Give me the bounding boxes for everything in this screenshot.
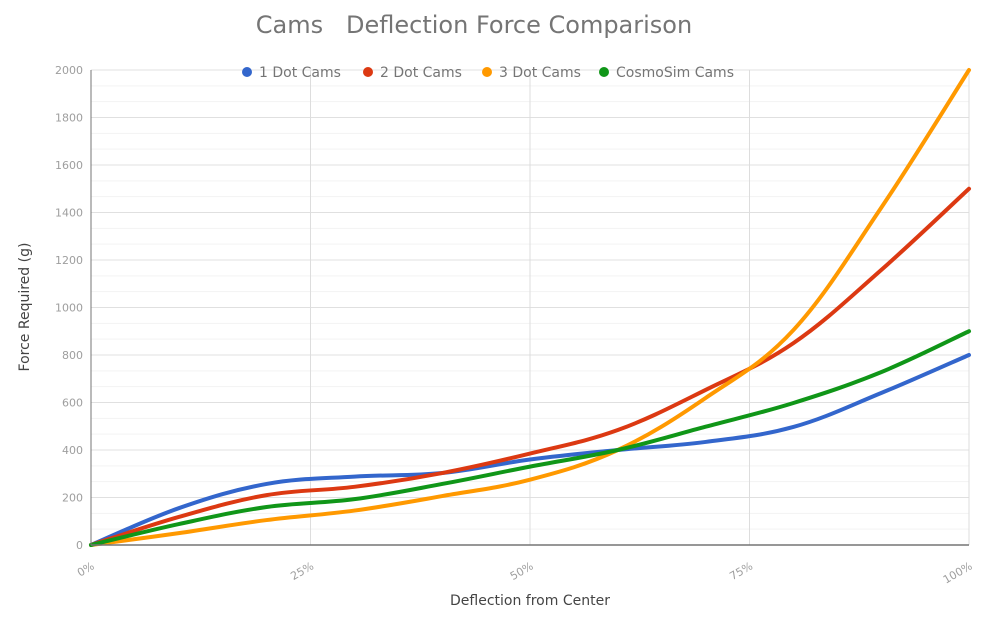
legend-marker-icon <box>242 67 252 77</box>
legend-item-2-dot-cams[interactable]: 2 Dot Cams <box>363 65 462 81</box>
legend: 1 Dot Cams 2 Dot Cams 3 Dot Cams CosmoSim C… <box>242 65 734 81</box>
series-line-cosmosim-cams <box>89 329 971 547</box>
x-axis-ticks: 0% 25% 50% 75% 100% <box>75 560 975 587</box>
legend-item-3-dot-cams[interactable]: 3 Dot Cams <box>482 65 581 81</box>
legend-label: 1 Dot Cams <box>259 65 341 81</box>
legend-item-cosmosim-cams[interactable]: CosmoSim Cams <box>599 65 734 81</box>
y-tick-label: 1800 <box>55 112 83 125</box>
y-tick-label: 1400 <box>55 207 83 220</box>
y-tick-label: 1200 <box>55 254 83 267</box>
y-tick-label: 1600 <box>55 159 83 172</box>
y-tick-label: 2000 <box>55 64 83 77</box>
chart-title: Cams Deflection Force Comparison <box>256 11 692 39</box>
legend-label: 2 Dot Cams <box>380 65 462 81</box>
x-tick-label: 50% <box>508 560 536 583</box>
x-axis-title: Deflection from Center <box>450 593 610 609</box>
y-axis-ticks: 0 200 400 600 800 1000 1200 1400 1600 1800 2000 <box>55 64 83 552</box>
legend-label: 3 Dot Cams <box>499 65 581 81</box>
gridlines <box>91 69 970 545</box>
y-tick-label: 600 <box>62 397 83 410</box>
legend-marker-icon <box>599 67 609 77</box>
series-line-2-dot-cams <box>89 186 971 547</box>
x-tick-label: 75% <box>727 560 755 583</box>
y-tick-label: 0 <box>76 539 83 552</box>
y-tick-label: 400 <box>62 444 83 457</box>
x-tick-label: 25% <box>288 560 316 583</box>
legend-marker-icon <box>482 67 492 77</box>
y-tick-label: 800 <box>62 349 83 362</box>
series-line-3-dot-cams <box>89 68 971 547</box>
y-tick-label: 1000 <box>55 302 83 315</box>
x-tick-label: 100% <box>941 560 975 587</box>
series-group <box>89 68 971 547</box>
y-tick-label: 200 <box>62 492 83 505</box>
series-line-1-dot-cams <box>89 353 971 547</box>
legend-label: CosmoSim Cams <box>616 65 734 81</box>
x-tick-label: 0% <box>75 560 97 580</box>
legend-marker-icon <box>363 67 373 77</box>
y-axis-title: Force Required (g) <box>17 243 33 372</box>
legend-item-1-dot-cams[interactable]: 1 Dot Cams <box>242 65 341 81</box>
